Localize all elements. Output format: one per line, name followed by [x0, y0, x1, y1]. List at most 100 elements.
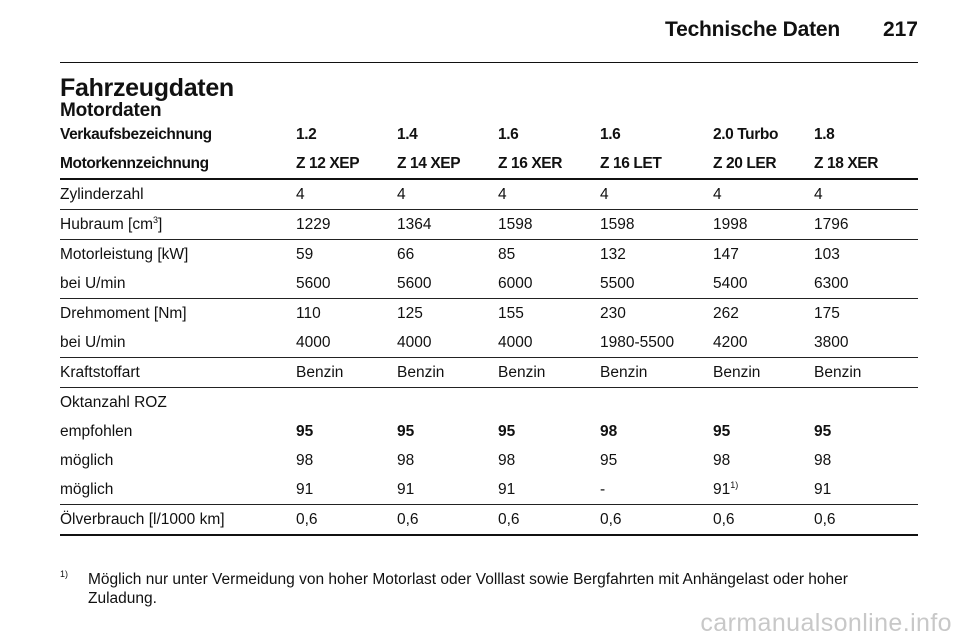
- page-number: 217: [882, 18, 918, 41]
- row-label: Motorleistung [kW]: [60, 245, 189, 263]
- header-row-verkaufsbezeichnung: Verkaufsbezeichnung 1.2 1.4 1.6 1.6 2.0 …: [60, 120, 918, 149]
- table-cell: 230: [600, 304, 626, 322]
- row-label: Zylinderzahl: [60, 179, 296, 210]
- table-cell: 91: [397, 475, 498, 505]
- table-cell: 1796: [814, 209, 918, 240]
- table-cell: 85: [498, 245, 516, 263]
- footnote-reference: 1): [730, 479, 739, 490]
- row-label: möglich: [60, 475, 296, 505]
- table-cell: 1980-5500: [600, 328, 713, 358]
- table-cell: 95: [296, 422, 314, 440]
- table-cell: 0,6: [814, 504, 918, 536]
- column-header: Verkaufsbezeichnung: [60, 125, 212, 143]
- table-cell: 4200: [713, 328, 814, 358]
- table-cell: 4000: [498, 328, 600, 358]
- table-cell: 1598: [600, 209, 713, 240]
- section-subtitle: Motordaten: [60, 100, 162, 121]
- table-cell: 98: [713, 451, 731, 469]
- table-cell: 6000: [498, 269, 600, 299]
- table-cell: 98: [296, 451, 314, 469]
- table-cell: 5500: [600, 269, 713, 299]
- table-cell: 5400: [713, 269, 814, 299]
- row-label: möglich: [60, 451, 114, 469]
- row-label: Hubraum [cm3]: [60, 209, 296, 240]
- column-header: 1.4: [397, 125, 418, 143]
- table-cell: 4: [713, 179, 814, 210]
- table-cell: 6300: [814, 269, 918, 299]
- table-cell: 95: [600, 451, 618, 469]
- row-label-text: ]: [158, 215, 163, 233]
- column-header: 1.2: [296, 125, 317, 143]
- table-cell: 91: [498, 475, 600, 505]
- table-cell: 125: [397, 304, 423, 322]
- table-cell: 4000: [397, 328, 498, 358]
- column-header: Z 16 LET: [600, 149, 713, 180]
- table-cell: 1229: [296, 209, 397, 240]
- header-row-motorkennzeichnung: Motorkennzeichnung Z 12 XEP Z 14 XEP Z 1…: [60, 149, 918, 180]
- table-row-moeglich-1: möglich 98 98 98 95 98 98: [60, 446, 918, 475]
- superscript: 3: [153, 214, 159, 225]
- table-cell: 1364: [397, 209, 498, 240]
- table-cell: 4: [397, 179, 498, 210]
- table-cell: 3800: [814, 328, 918, 358]
- table-cell: 98: [814, 451, 832, 469]
- table-cell: 262: [713, 304, 739, 322]
- table-cell: -: [600, 475, 713, 505]
- table-cell: 132: [600, 245, 626, 263]
- table-cell: 0,6: [600, 504, 713, 536]
- table-cell: 1998: [713, 209, 814, 240]
- row-label: Oktanzahl ROZ: [60, 393, 167, 411]
- table-cell: 0,6: [498, 504, 600, 536]
- table-row-oelverbrauch: Ölverbrauch [l/1000 km] 0,6 0,6 0,6 0,6 …: [60, 504, 918, 536]
- table-row-motorleistung: Motorleistung [kW] 59 66 85 132 147 103: [60, 240, 918, 270]
- table-cell: 5600: [397, 269, 498, 299]
- header-title: Technische Daten: [665, 18, 840, 41]
- cell-value: 91: [713, 480, 731, 498]
- table-cell: 103: [814, 245, 840, 263]
- table-cell: 1598: [498, 209, 600, 240]
- column-header: 1.6: [498, 125, 519, 143]
- column-header: 1.8: [814, 125, 835, 143]
- footnote-marker: 1): [60, 569, 69, 579]
- table-row-drehmoment-umin: bei U/min 4000 4000 4000 1980-5500 4200 …: [60, 328, 918, 358]
- table-cell: 0,6: [397, 504, 498, 536]
- row-label: bei U/min: [60, 269, 296, 299]
- column-header: Z 16 XER: [498, 149, 600, 180]
- table-cell: 0,6: [713, 504, 814, 536]
- row-label: Kraftstoffart: [60, 357, 296, 388]
- table-cell: 91: [296, 475, 397, 505]
- table-cell: 98: [600, 422, 618, 440]
- row-label: Ölverbrauch [l/1000 km]: [60, 504, 296, 536]
- table-cell: 5600: [296, 269, 397, 299]
- watermark: carmanualsonline.info: [700, 609, 952, 637]
- table-row-moeglich-2: möglich 91 91 91 - 911) 91: [60, 475, 918, 505]
- table-cell: 91: [814, 475, 918, 505]
- table-cell: Benzin: [600, 357, 713, 388]
- row-label: Drehmoment [Nm]: [60, 304, 187, 322]
- table-cell: 155: [498, 304, 524, 322]
- column-header: Z 14 XEP: [397, 149, 498, 180]
- column-header: 1.6: [600, 125, 621, 143]
- table-cell: 175: [814, 304, 840, 322]
- table-cell: 4: [296, 179, 397, 210]
- engine-data-table: Verkaufsbezeichnung 1.2 1.4 1.6 1.6 2.0 …: [60, 120, 918, 536]
- column-header: Z 12 XEP: [296, 149, 397, 180]
- table-cell: 110: [296, 304, 321, 322]
- column-header: Z 20 LER: [713, 149, 814, 180]
- footnote: 1) Möglich nur unter Vermeidung von hohe…: [60, 569, 910, 608]
- table-row-oktanzahl: Oktanzahl ROZ: [60, 388, 918, 418]
- table-cell: 95: [814, 422, 832, 440]
- table-cell: Benzin: [814, 357, 918, 388]
- table-cell: 98: [498, 451, 516, 469]
- table-cell: Benzin: [397, 357, 498, 388]
- table-row-hubraum: Hubraum [cm3] 1229 1364 1598 1598 1998 1…: [60, 209, 918, 240]
- column-header: Z 18 XER: [814, 149, 918, 180]
- table-row-empfohlen: empfohlen 95 95 95 98 95 95: [60, 417, 918, 446]
- table-cell: 4: [498, 179, 600, 210]
- page-header: Technische Daten 217: [60, 0, 918, 63]
- table-cell: Benzin: [713, 357, 814, 388]
- table-cell: 66: [397, 245, 415, 263]
- table-cell: 4: [814, 179, 918, 210]
- row-label-text: Hubraum [cm: [60, 215, 154, 233]
- column-header: 2.0 Turbo: [713, 125, 779, 143]
